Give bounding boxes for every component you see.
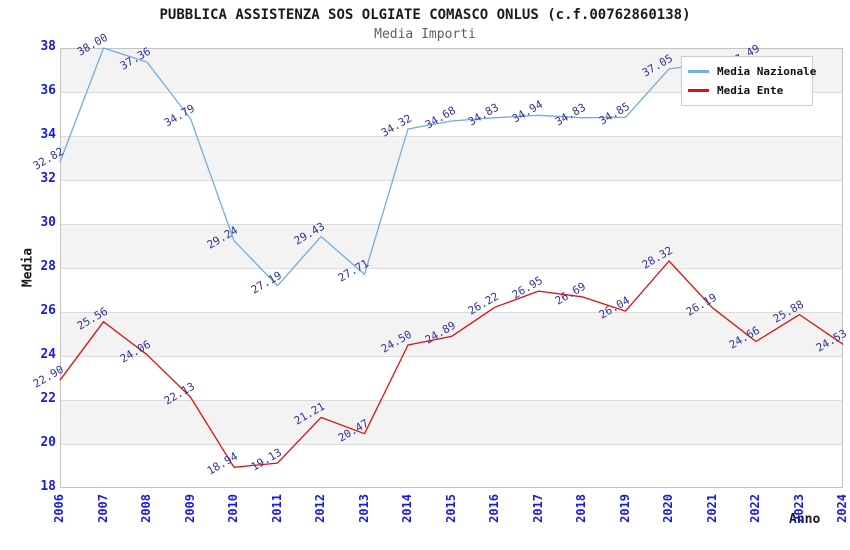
legend-item-nazionale: Media Nazionale <box>688 65 816 78</box>
x-tick-label: 2023 <box>791 494 806 523</box>
y-tick-label: 38 <box>40 39 56 54</box>
x-tick-label: 2021 <box>704 494 719 523</box>
y-tick-label: 36 <box>40 83 56 98</box>
background-band <box>61 137 842 181</box>
x-tick-label: 2018 <box>574 494 588 523</box>
legend-item-ente: Media Ente <box>688 84 806 97</box>
y-tick-label: 30 <box>40 215 56 230</box>
gridline <box>61 268 842 269</box>
legend-label-nazionale: Media Nazionale <box>717 65 817 79</box>
x-tick-label: 2024 <box>835 494 849 523</box>
gridline <box>61 180 842 181</box>
x-tick-label: 2014 <box>400 494 414 523</box>
y-tick-label: 26 <box>40 303 56 318</box>
y-tick-label: 28 <box>40 259 56 274</box>
x-axis-title: Anno <box>789 512 821 527</box>
x-tick-label: 2012 <box>313 494 327 523</box>
legend-label-ente: Media Ente <box>717 83 784 97</box>
gridline <box>61 356 842 357</box>
background-band <box>61 401 842 445</box>
y-tick-label: 32 <box>40 171 56 186</box>
chart-title: PUBBLICA ASSISTENZA SOS OLGIATE COMASCO … <box>159 7 691 23</box>
y-tick-label: 34 <box>40 127 56 142</box>
y-tick-label: 18 <box>40 479 56 494</box>
y-tick-label: 20 <box>40 435 56 450</box>
x-tick-label: 2007 <box>95 494 110 523</box>
y-tick-label: 24 <box>40 347 56 362</box>
x-tick-label: 2009 <box>182 494 197 523</box>
gridline <box>61 444 842 445</box>
x-tick-label: 2013 <box>356 494 371 523</box>
x-tick-label: 2017 <box>530 494 545 523</box>
x-tick-label: 2020 <box>661 494 675 523</box>
x-tick-label: 2008 <box>139 494 153 523</box>
legend-swatch-nazionale-icon <box>688 70 709 74</box>
gridline <box>61 312 842 313</box>
legend-swatch-ente-icon <box>688 88 709 92</box>
background-band <box>61 225 842 269</box>
x-tick-label: 2015 <box>443 494 458 523</box>
legend: Media Nazionale Media Ente <box>681 56 816 106</box>
x-tick-label: 2010 <box>226 494 240 523</box>
gridline <box>61 224 842 225</box>
x-tick-label: 2019 <box>617 494 632 523</box>
x-tick-label: 2016 <box>487 494 501 523</box>
chart-subtitle: Media Importi <box>374 27 476 42</box>
y-tick-label: 22 <box>40 391 56 406</box>
gridline <box>61 136 842 137</box>
x-tick-label: 2011 <box>269 494 284 523</box>
x-tick-label: 2022 <box>748 494 762 523</box>
x-tick-label: 2006 <box>52 494 66 523</box>
